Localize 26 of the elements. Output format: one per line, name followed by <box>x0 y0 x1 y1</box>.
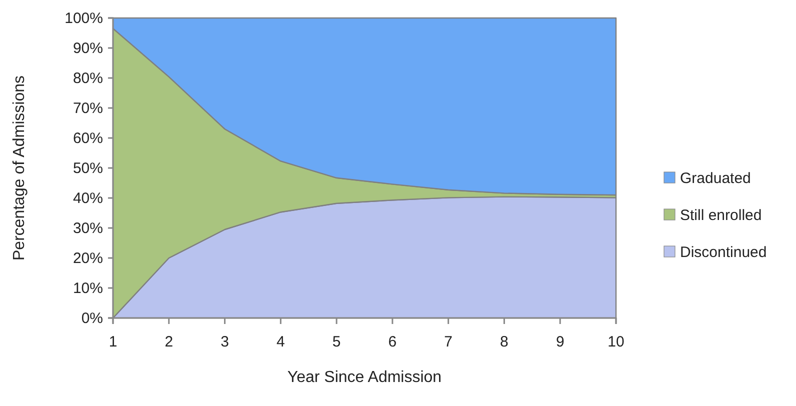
x-tick-label: 1 <box>108 334 118 350</box>
x-tick-label: 4 <box>276 334 285 350</box>
y-tick-label: 40% <box>72 190 103 207</box>
y-tick-label: 70% <box>72 100 103 117</box>
x-tick-label: 10 <box>608 334 624 350</box>
x-tick-label: 3 <box>220 334 229 350</box>
legend-label: Discontinued <box>680 244 767 261</box>
legend-label: Still enrolled <box>680 207 762 224</box>
x-tick-label: 9 <box>556 334 564 350</box>
y-tick-label: 10% <box>72 280 103 297</box>
y-tick-label: 100% <box>64 10 103 27</box>
y-tick-label: 80% <box>72 70 103 87</box>
x-tick-label: 6 <box>388 334 397 350</box>
legend-label: Graduated <box>680 170 751 187</box>
y-tick-label: 60% <box>72 130 103 147</box>
y-tick-label: 30% <box>72 220 103 237</box>
x-axis-title: Year Since Admission <box>287 369 442 386</box>
x-tick-label: 2 <box>164 334 174 350</box>
y-axis-title: Percentage of Admissions <box>11 76 28 260</box>
x-tick-label: 8 <box>500 334 508 350</box>
x-tick-label: 5 <box>332 334 341 350</box>
y-tick-label: 20% <box>72 250 103 267</box>
x-tick-label: 7 <box>444 334 453 350</box>
y-tick-label: 90% <box>72 40 103 57</box>
y-tick-label: 0% <box>81 310 103 327</box>
y-tick-label: 50% <box>72 160 103 177</box>
